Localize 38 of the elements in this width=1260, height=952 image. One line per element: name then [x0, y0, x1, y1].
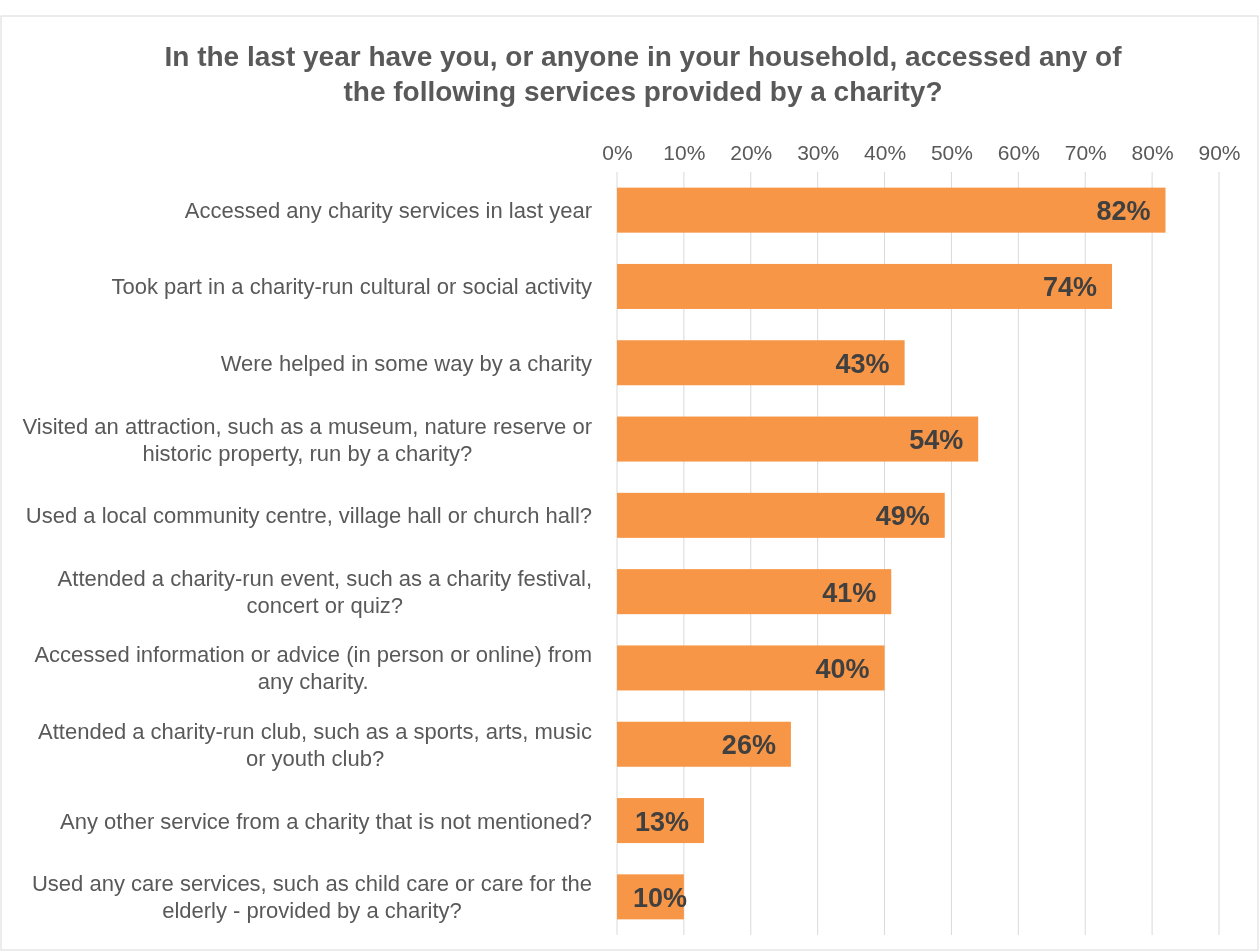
y-tick-label: Visited an attraction, such as a museum, nature reserve or historic property, run by a charity?: [22, 413, 592, 466]
data-label: 40%: [815, 653, 870, 684]
x-tick-label: 80%: [1131, 141, 1174, 164]
x-tick-label: 30%: [797, 141, 840, 164]
bar: [617, 569, 892, 615]
y-tick-label: Took part in a charity-run cultural or social activity: [111, 274, 592, 300]
x-tick-label: 50%: [930, 141, 973, 164]
x-tick-label: 90%: [1198, 141, 1241, 164]
y-tick-label: Any other service from a charity that is not mentioned?: [60, 808, 592, 834]
bar: [617, 416, 979, 462]
data-label: 43%: [835, 348, 890, 379]
data-label: 13%: [634, 806, 689, 837]
data-label: 74%: [1042, 272, 1097, 303]
data-label: 26%: [721, 730, 776, 761]
data-label: 54%: [909, 425, 964, 456]
x-tick-label: 20%: [730, 141, 773, 164]
y-tick-label: Attended a charity-run event, such as a charity festival, concert or quiz?: [57, 566, 592, 619]
data-label: 82%: [1096, 196, 1151, 227]
data-label: 41%: [822, 577, 877, 608]
x-tick-label: 10%: [663, 141, 706, 164]
chart-title: In the last year have you, or anyone in your household, accessed any of the following services provided by a charity?: [164, 41, 1123, 107]
y-tick-label: Accessed information or advice (in person or online) from any charity.: [34, 642, 592, 695]
bar: [617, 721, 791, 767]
y-tick-label: Used a local community centre, village hall or church hall?: [25, 503, 592, 529]
bar: [617, 187, 1166, 233]
y-tick-label: Were helped in some way by a charity: [220, 350, 592, 376]
bar: [617, 492, 945, 538]
x-tick-label: 40%: [864, 141, 907, 164]
x-tick-label: 60%: [997, 141, 1040, 164]
bar: [617, 645, 885, 691]
x-tick-label: 0%: [602, 141, 633, 164]
bar: [617, 340, 905, 386]
x-tick-label: 70%: [1064, 141, 1107, 164]
y-tick-label: Attended a charity-run club, such as a sports, arts, music or youth club?: [38, 718, 592, 771]
y-tick-label: Used any care services, such as child care or care for the elderly - provided by a charity?: [31, 871, 592, 924]
y-tick-label: Accessed any charity services in last year: [184, 198, 592, 224]
bar: [617, 263, 1112, 309]
data-label: 49%: [875, 501, 930, 532]
